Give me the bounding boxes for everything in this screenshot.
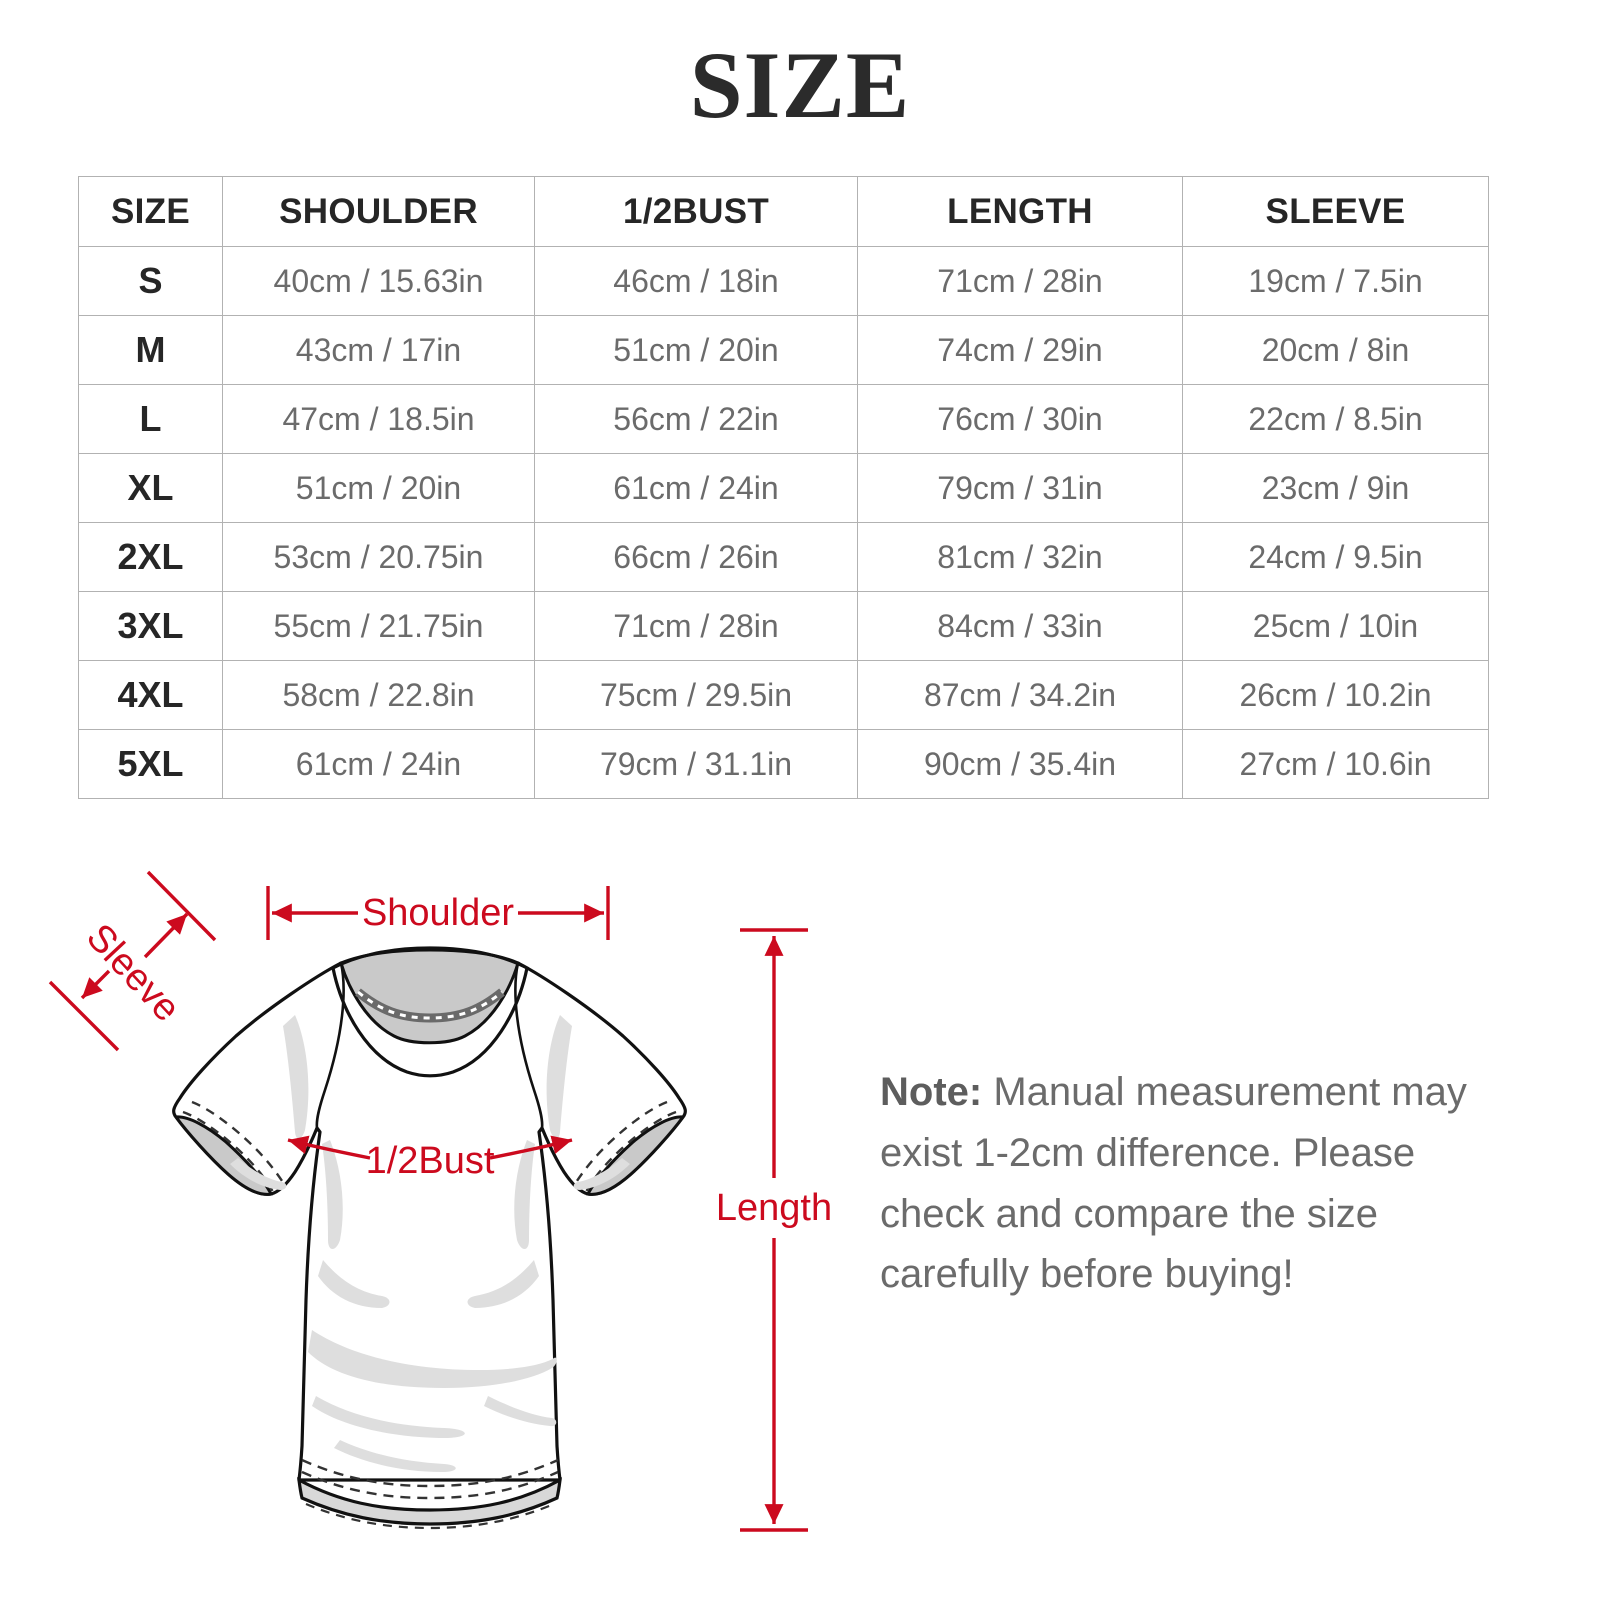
tshirt-cuff-right-stitch-1 (584, 1110, 677, 1193)
column-header-size: SIZE (78, 176, 223, 247)
note-label: Note: (880, 1070, 983, 1114)
tshirt-hem-fold (297, 1477, 562, 1526)
cell-size: M (78, 315, 223, 385)
tshirt-cuff-right-stitch-2 (573, 1100, 668, 1185)
table-header-row: SIZE SHOULDER 1/2BUST LENGTH SLEEVE (78, 176, 1489, 247)
cell-sleeve: 20cm / 8in (1182, 315, 1489, 385)
cell-length: 79cm / 31in (857, 453, 1183, 523)
cell-shoulder: 53cm / 20.75in (222, 522, 535, 592)
tshirt-hem-stitch-3 (305, 1502, 555, 1530)
sleeve-dimension: Sleeve (48, 870, 217, 1052)
cell-sleeve: 25cm / 10in (1182, 591, 1489, 661)
cell-size: XL (78, 453, 223, 523)
table-row: 2XL 53cm / 20.75in 66cm / 26in 81cm / 32… (78, 522, 1489, 592)
tshirt-collar-ribbing (331, 946, 529, 1078)
cell-length: 90cm / 35.4in (857, 729, 1183, 799)
half-bust-arrow-right (489, 1135, 573, 1160)
cell-size: 3XL (78, 591, 223, 661)
tshirt-hem-stitch-2 (301, 1470, 559, 1500)
column-header-shoulder: SHOULDER (222, 176, 535, 247)
table-row: 5XL 61cm / 24in 79cm / 31.1in 90cm / 35.… (78, 729, 1489, 799)
tshirt-collar-stitch-dashes (357, 990, 503, 1020)
tshirt-collar-inner (339, 948, 520, 1045)
cell-sleeve: 22cm / 8.5in (1182, 384, 1489, 454)
tshirt-illustration (172, 946, 687, 1530)
column-header-length: LENGTH (857, 176, 1183, 247)
cell-sleeve: 23cm / 9in (1182, 453, 1489, 523)
table-row: XL 51cm / 20in 61cm / 24in 79cm / 31in 2… (78, 453, 1489, 523)
length-label: Length (716, 1187, 832, 1229)
cell-half-bust: 75cm / 29.5in (534, 660, 858, 730)
cell-size: 2XL (78, 522, 223, 592)
cell-shoulder: 55cm / 21.75in (222, 591, 535, 661)
cell-half-bust: 79cm / 31.1in (534, 729, 858, 799)
half-bust-dimension: 1/2Bust (287, 1135, 573, 1182)
sleeve-label: Sleeve (78, 916, 188, 1030)
cell-length: 87cm / 34.2in (857, 660, 1183, 730)
cell-sleeve: 26cm / 10.2in (1182, 660, 1489, 730)
tshirt-seam-left (315, 962, 345, 1129)
cell-sleeve: 27cm / 10.6in (1182, 729, 1489, 799)
table-row: L 47cm / 18.5in 56cm / 22in 76cm / 30in … (78, 384, 1489, 454)
measurement-note: Note: Manual measurement may exist 1-2cm… (880, 1062, 1520, 1305)
cell-length: 81cm / 32in (857, 522, 1183, 592)
size-chart-table: SIZE SHOULDER 1/2BUST LENGTH SLEEVE S 40… (78, 176, 1489, 799)
half-bust-arrow-left (287, 1135, 371, 1160)
tshirt-wrinkles (230, 1015, 630, 1472)
cell-shoulder: 61cm / 24in (222, 729, 535, 799)
cell-shoulder: 40cm / 15.63in (222, 246, 535, 316)
cell-size: 5XL (78, 729, 223, 799)
cell-sleeve: 19cm / 7.5in (1182, 246, 1489, 316)
cell-size: 4XL (78, 660, 223, 730)
cell-half-bust: 51cm / 20in (534, 315, 858, 385)
shoulder-label: Shoulder (362, 892, 514, 934)
shoulder-dimension: Shoulder (266, 886, 610, 940)
cell-length: 71cm / 28in (857, 246, 1183, 316)
tshirt-cuff-left-stitch-1 (182, 1110, 275, 1193)
cell-shoulder: 43cm / 17in (222, 315, 535, 385)
sleeve-tick-top (146, 870, 217, 942)
sleeve-arrow-down (80, 969, 111, 1000)
cell-length: 76cm / 30in (857, 384, 1183, 454)
table-row: S 40cm / 15.63in 46cm / 18in 71cm / 28in… (78, 246, 1489, 316)
page-title: SIZE (689, 32, 911, 138)
cell-size: S (78, 246, 223, 316)
column-header-half-bust: 1/2BUST (534, 176, 858, 247)
half-bust-label: 1/2Bust (366, 1140, 495, 1182)
column-header-sleeve: SLEEVE (1182, 176, 1489, 247)
cell-size: L (78, 384, 223, 454)
table-row: 4XL 58cm / 22.8in 75cm / 29.5in 87cm / 3… (78, 660, 1489, 730)
tshirt-hem-stitch-1 (301, 1458, 559, 1488)
measurement-diagram: Shoulder Sleeve 1/2Bust Length (40, 840, 880, 1580)
note-text: Manual measurement may exist 1-2cm diffe… (880, 1070, 1467, 1297)
tshirt-cuff-left-stitch-2 (191, 1100, 286, 1185)
cell-half-bust: 56cm / 22in (534, 384, 858, 454)
cell-half-bust: 66cm / 26in (534, 522, 858, 592)
table-row: M 43cm / 17in 51cm / 20in 74cm / 29in 20… (78, 315, 1489, 385)
cell-length: 74cm / 29in (857, 315, 1183, 385)
cell-half-bust: 71cm / 28in (534, 591, 858, 661)
table-row: 3XL 55cm / 21.75in 71cm / 28in 84cm / 33… (78, 591, 1489, 661)
sleeve-arrow-up (143, 912, 189, 959)
cell-length: 84cm / 33in (857, 591, 1183, 661)
cell-shoulder: 47cm / 18.5in (222, 384, 535, 454)
tshirt-seam-right (514, 962, 544, 1129)
cell-shoulder: 51cm / 20in (222, 453, 535, 523)
length-dimension: Length (716, 928, 832, 1532)
cell-shoulder: 58cm / 22.8in (222, 660, 535, 730)
cell-sleeve: 24cm / 9.5in (1182, 522, 1489, 592)
cell-half-bust: 61cm / 24in (534, 453, 858, 523)
sleeve-tick-bottom (48, 980, 120, 1052)
cell-half-bust: 46cm / 18in (534, 246, 858, 316)
